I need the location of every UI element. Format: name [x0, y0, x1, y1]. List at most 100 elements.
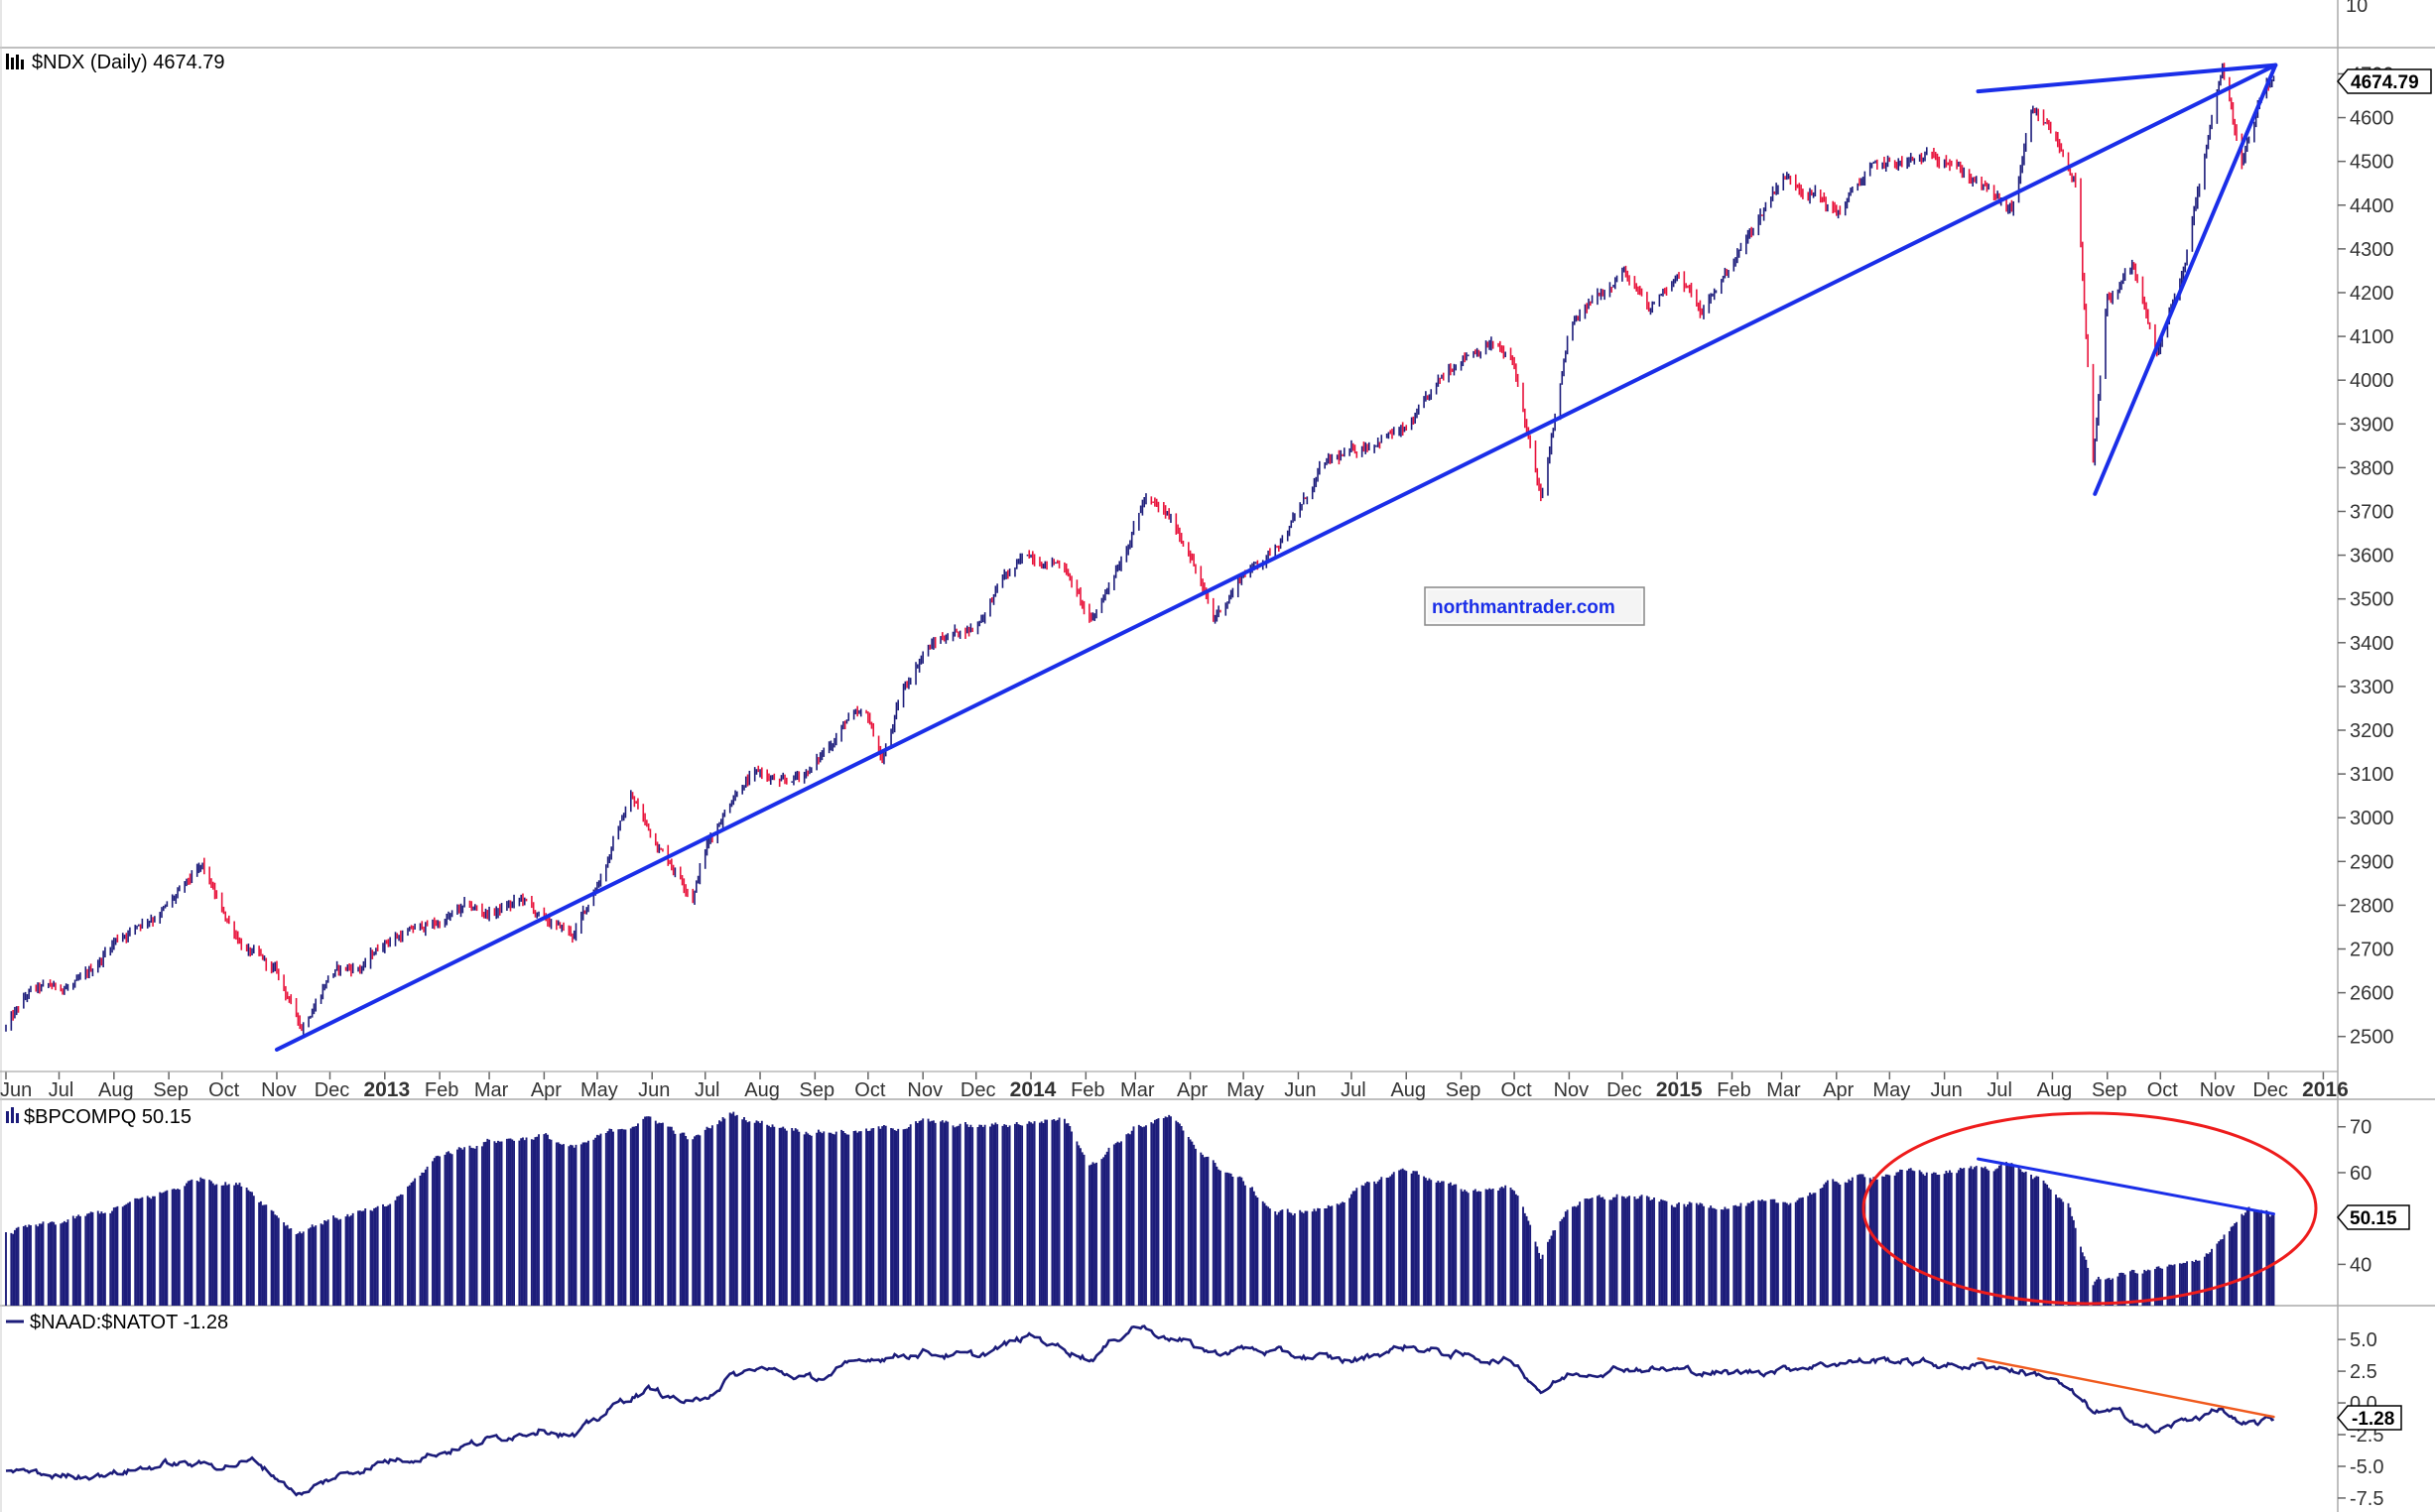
- y-tick-label: 3100: [2350, 764, 2394, 786]
- x-axis-month-label: Feb: [425, 1079, 458, 1101]
- x-axis-month-label: Oct: [2147, 1079, 2179, 1101]
- y-tick-label: 4600: [2350, 108, 2394, 130]
- x-axis-year-label: 2013: [363, 1078, 410, 1101]
- naad-title-text: $NAAD:$NATOT -1.28: [30, 1312, 228, 1333]
- x-axis-month-label: Dec: [315, 1079, 350, 1101]
- x-axis-month-label: Sep: [1446, 1079, 1481, 1101]
- y-tick-label: 3600: [2350, 546, 2394, 567]
- y-tick-label: 4200: [2350, 283, 2394, 305]
- y-tick-label: 3700: [2350, 501, 2394, 523]
- x-axis-month-label: Nov: [2200, 1079, 2236, 1101]
- x-axis-month-label: Apr: [531, 1079, 562, 1101]
- trendline: [1976, 63, 2278, 94]
- x-axis-month-label: May: [1872, 1079, 1910, 1101]
- x-axis-month-label: Aug: [98, 1079, 134, 1101]
- x-axis-month-label: Jul: [1341, 1079, 1366, 1101]
- x-axis-month-label: Oct: [208, 1079, 240, 1101]
- x-axis-month-label: Jun: [1284, 1079, 1316, 1101]
- x-axis-year-label: 2015: [1656, 1078, 1703, 1101]
- bar-chart-icon: [6, 54, 24, 69]
- x-axis-month-label: Dec: [2252, 1079, 2288, 1101]
- y-tick-label: 3000: [2350, 808, 2394, 829]
- x-axis-month-label: Aug: [1390, 1079, 1426, 1101]
- x-axis-month-label: Jun: [1931, 1079, 1963, 1101]
- bpcompq-histogram: [5, 1111, 2275, 1306]
- y-tick-label: 3500: [2350, 589, 2394, 611]
- x-axis-month-label: May: [1226, 1079, 1264, 1101]
- x-axis-month-label: Sep: [800, 1079, 835, 1101]
- ndx-last-value: 4674.79: [2351, 72, 2419, 93]
- naad-title: $NAAD:$NATOT -1.28: [6, 1312, 228, 1333]
- x-axis-month-label: Nov: [261, 1079, 297, 1101]
- x-axis-month-label: Oct: [1501, 1079, 1533, 1101]
- y-tick-label: 4000: [2350, 370, 2394, 392]
- y-tick-label: 2600: [2350, 983, 2394, 1005]
- x-axis-month-label: Nov: [907, 1079, 943, 1101]
- y-tick-label: 4400: [2350, 195, 2394, 217]
- naad-last-value-marker: -1.28: [2337, 1405, 2402, 1431]
- watermark-text: northmantrader.com: [1432, 597, 1615, 618]
- trendline: [2093, 63, 2278, 496]
- y-tick-label: 2500: [2350, 1027, 2394, 1049]
- x-axis-month-label: Aug: [744, 1079, 780, 1101]
- ndx-price-bars: [5, 63, 2275, 1035]
- x-axis-month-label: Dec: [1606, 1079, 1642, 1101]
- y-tick-label: 2.5: [2350, 1361, 2377, 1383]
- x-axis-month-label: Feb: [1717, 1079, 1750, 1101]
- y-tick-label: 2700: [2350, 940, 2394, 961]
- y-tick-label: 3900: [2350, 414, 2394, 436]
- y-tick-label: 4300: [2350, 239, 2394, 261]
- bpcompq-last-value-marker: 50.15: [2337, 1204, 2410, 1230]
- y-tick-label: 70: [2350, 1117, 2371, 1139]
- x-axis-month-label: Mar: [1766, 1079, 1801, 1101]
- x-axis-year-label: 2014: [1010, 1078, 1057, 1101]
- naad-line: [5, 1324, 2274, 1497]
- x-axis-month-label: Aug: [2037, 1079, 2073, 1101]
- y-tick-label: 2900: [2350, 851, 2394, 873]
- x-axis-month-label: Oct: [854, 1079, 886, 1101]
- x-axis-month-label: Jun: [0, 1079, 32, 1101]
- ndx-trendlines: [274, 63, 2278, 1052]
- histogram-icon: [6, 1107, 19, 1123]
- x-axis-month-label: Dec: [961, 1079, 996, 1101]
- x-axis-month-label: Feb: [1071, 1079, 1104, 1101]
- x-axis-month-label: Jul: [49, 1079, 74, 1101]
- bpcompq-highlight-ellipse: [1861, 1111, 2318, 1306]
- x-axis-month-label: Nov: [1554, 1079, 1590, 1101]
- y-tick-label: -5.0: [2350, 1456, 2383, 1478]
- ndx-y-axis: 2500 2600 2700 2800 2900 3000 3100 3200 3300 3400…: [2338, 63, 2394, 1049]
- ndx-last-value-marker: 4674.79: [2337, 68, 2432, 94]
- x-axis-month-label: Sep: [2092, 1079, 2127, 1101]
- ndx-title: $NDX (Daily) 4674.79: [6, 52, 225, 73]
- y-tick-label: 3300: [2350, 677, 2394, 698]
- x-axis-month-label: Mar: [1120, 1079, 1155, 1101]
- bpcompq-title: $BPCOMPQ 50.15: [6, 1106, 192, 1128]
- y-tick-label: 4100: [2350, 326, 2394, 348]
- top-panel-axis-label: 10: [2346, 0, 2368, 17]
- x-axis-month-label: May: [580, 1079, 618, 1101]
- x-axis-month-label: Jun: [638, 1079, 670, 1101]
- bpcompq-title-text: $BPCOMPQ 50.15: [24, 1106, 192, 1128]
- naad-last-value: -1.28: [2352, 1409, 2394, 1430]
- x-axis: Jun Jul Aug Sep Oct Nov Dec 2013 Feb Mar Apr May Jun…: [0, 1071, 2349, 1101]
- y-tick-label: 4500: [2350, 152, 2394, 174]
- naad-trendline: [1977, 1357, 2275, 1419]
- trendline: [1977, 1357, 2275, 1419]
- y-tick-label: 60: [2350, 1163, 2371, 1185]
- y-tick-label: 5.0: [2350, 1329, 2377, 1351]
- y-tick-label: 2800: [2350, 895, 2394, 917]
- x-axis-month-label: Sep: [153, 1079, 189, 1101]
- bpcompq-trendline: [1977, 1157, 2275, 1216]
- x-axis-month-label: Apr: [1823, 1079, 1854, 1101]
- ndx-title-text: $NDX (Daily) 4674.79: [32, 52, 225, 73]
- x-axis-month-label: Jul: [1986, 1079, 2012, 1101]
- x-axis-month-label: Jul: [695, 1079, 720, 1101]
- x-axis-month-label: Apr: [1177, 1079, 1208, 1101]
- bpcompq-last-value: 50.15: [2350, 1208, 2397, 1229]
- y-tick-label: 3800: [2350, 457, 2394, 479]
- y-tick-label: 40: [2350, 1254, 2371, 1276]
- y-tick-label: -7.5: [2350, 1488, 2383, 1510]
- x-axis-month-label: Mar: [474, 1079, 509, 1101]
